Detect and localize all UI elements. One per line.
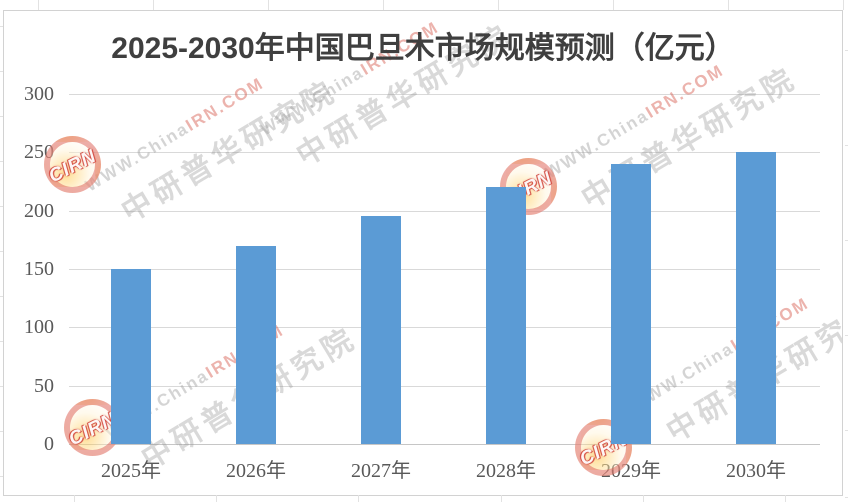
y-tick-label: 100 (24, 316, 54, 338)
cell-gridline-top (498, 0, 499, 10)
chart-area: 2025-2030年中国巴旦木市场规模预测（亿元） WWW.ChinaIRN.C… (3, 10, 843, 496)
cell-gridline-left (0, 71, 3, 72)
watermark-url-gray: WWW.China (257, 62, 368, 140)
bar-2026年 (236, 246, 276, 444)
gridline (69, 152, 820, 153)
watermark-url-text: WWW.ChinaIRN.COM (627, 264, 842, 417)
bar-2029年 (611, 164, 651, 444)
cell-gridline-top (153, 0, 154, 10)
cell-gridline-bottom (74, 495, 75, 502)
watermark-url-gray: WWW.China (82, 118, 193, 196)
bar-2028年 (486, 187, 526, 444)
gridline (69, 269, 820, 270)
cell-gridline-right (845, 497, 848, 498)
x-axis-label: 2025年 (101, 460, 161, 482)
cell-gridline-bottom (643, 495, 644, 502)
cell-gridline-left (0, 251, 3, 252)
cell-gridline-left (0, 206, 3, 207)
x-axis-line (69, 444, 820, 445)
y-tick-label: 50 (34, 375, 54, 397)
cell-gridline-bottom (216, 495, 217, 502)
cell-gridline-left (0, 296, 3, 297)
cell-gridline-left (0, 116, 3, 117)
y-tick-label: 200 (24, 200, 54, 222)
watermark-org-text: 中研普华研究院 (115, 74, 343, 229)
cell-gridline-bottom (358, 495, 359, 502)
cell-gridline-bottom (501, 495, 502, 502)
x-axis-label: 2027年 (351, 460, 411, 482)
watermark-url-red: IRN.COM (182, 73, 268, 135)
gridline (69, 327, 820, 328)
gridline (69, 386, 820, 387)
cell-gridline-right (845, 335, 848, 336)
cell-gridline-left (0, 476, 3, 477)
cell-gridline-top (268, 0, 269, 10)
cell-gridline-top (38, 0, 39, 10)
cell-gridline-left (0, 341, 3, 342)
x-axis-label: 2029年 (601, 460, 661, 482)
cell-gridline-left (0, 386, 3, 387)
cell-gridline-top (843, 0, 844, 10)
cell-gridline-bottom (785, 495, 786, 502)
cell-gridline-right (845, 50, 848, 51)
x-axis-label: 2028年 (476, 460, 536, 482)
bar-2025年 (111, 269, 151, 444)
bar-2027年 (361, 216, 401, 444)
cell-gridline-left (0, 431, 3, 432)
cell-gridline-left (0, 161, 3, 162)
y-tick-label: 250 (24, 141, 54, 163)
gridline (69, 211, 820, 212)
y-tick-label: 0 (44, 433, 54, 455)
cell-gridline-right (845, 145, 848, 146)
cell-gridline-right (845, 430, 848, 431)
cell-gridline-left (0, 26, 3, 27)
gridline (69, 94, 820, 95)
y-tick-label: 300 (24, 83, 54, 105)
x-axis-label: 2030年 (726, 460, 786, 482)
chart-title: 2025-2030年中国巴旦木市场规模预测（亿元） (111, 32, 735, 65)
watermark-url-red: IRN.COM (642, 60, 728, 122)
cell-gridline-top (728, 0, 729, 10)
x-axis-label: 2026年 (226, 460, 286, 482)
cell-gridline-top (383, 0, 384, 10)
y-tick-label: 150 (24, 258, 54, 280)
cell-gridline-top (613, 0, 614, 10)
bar-2030年 (736, 152, 776, 444)
cell-gridline-right (845, 240, 848, 241)
